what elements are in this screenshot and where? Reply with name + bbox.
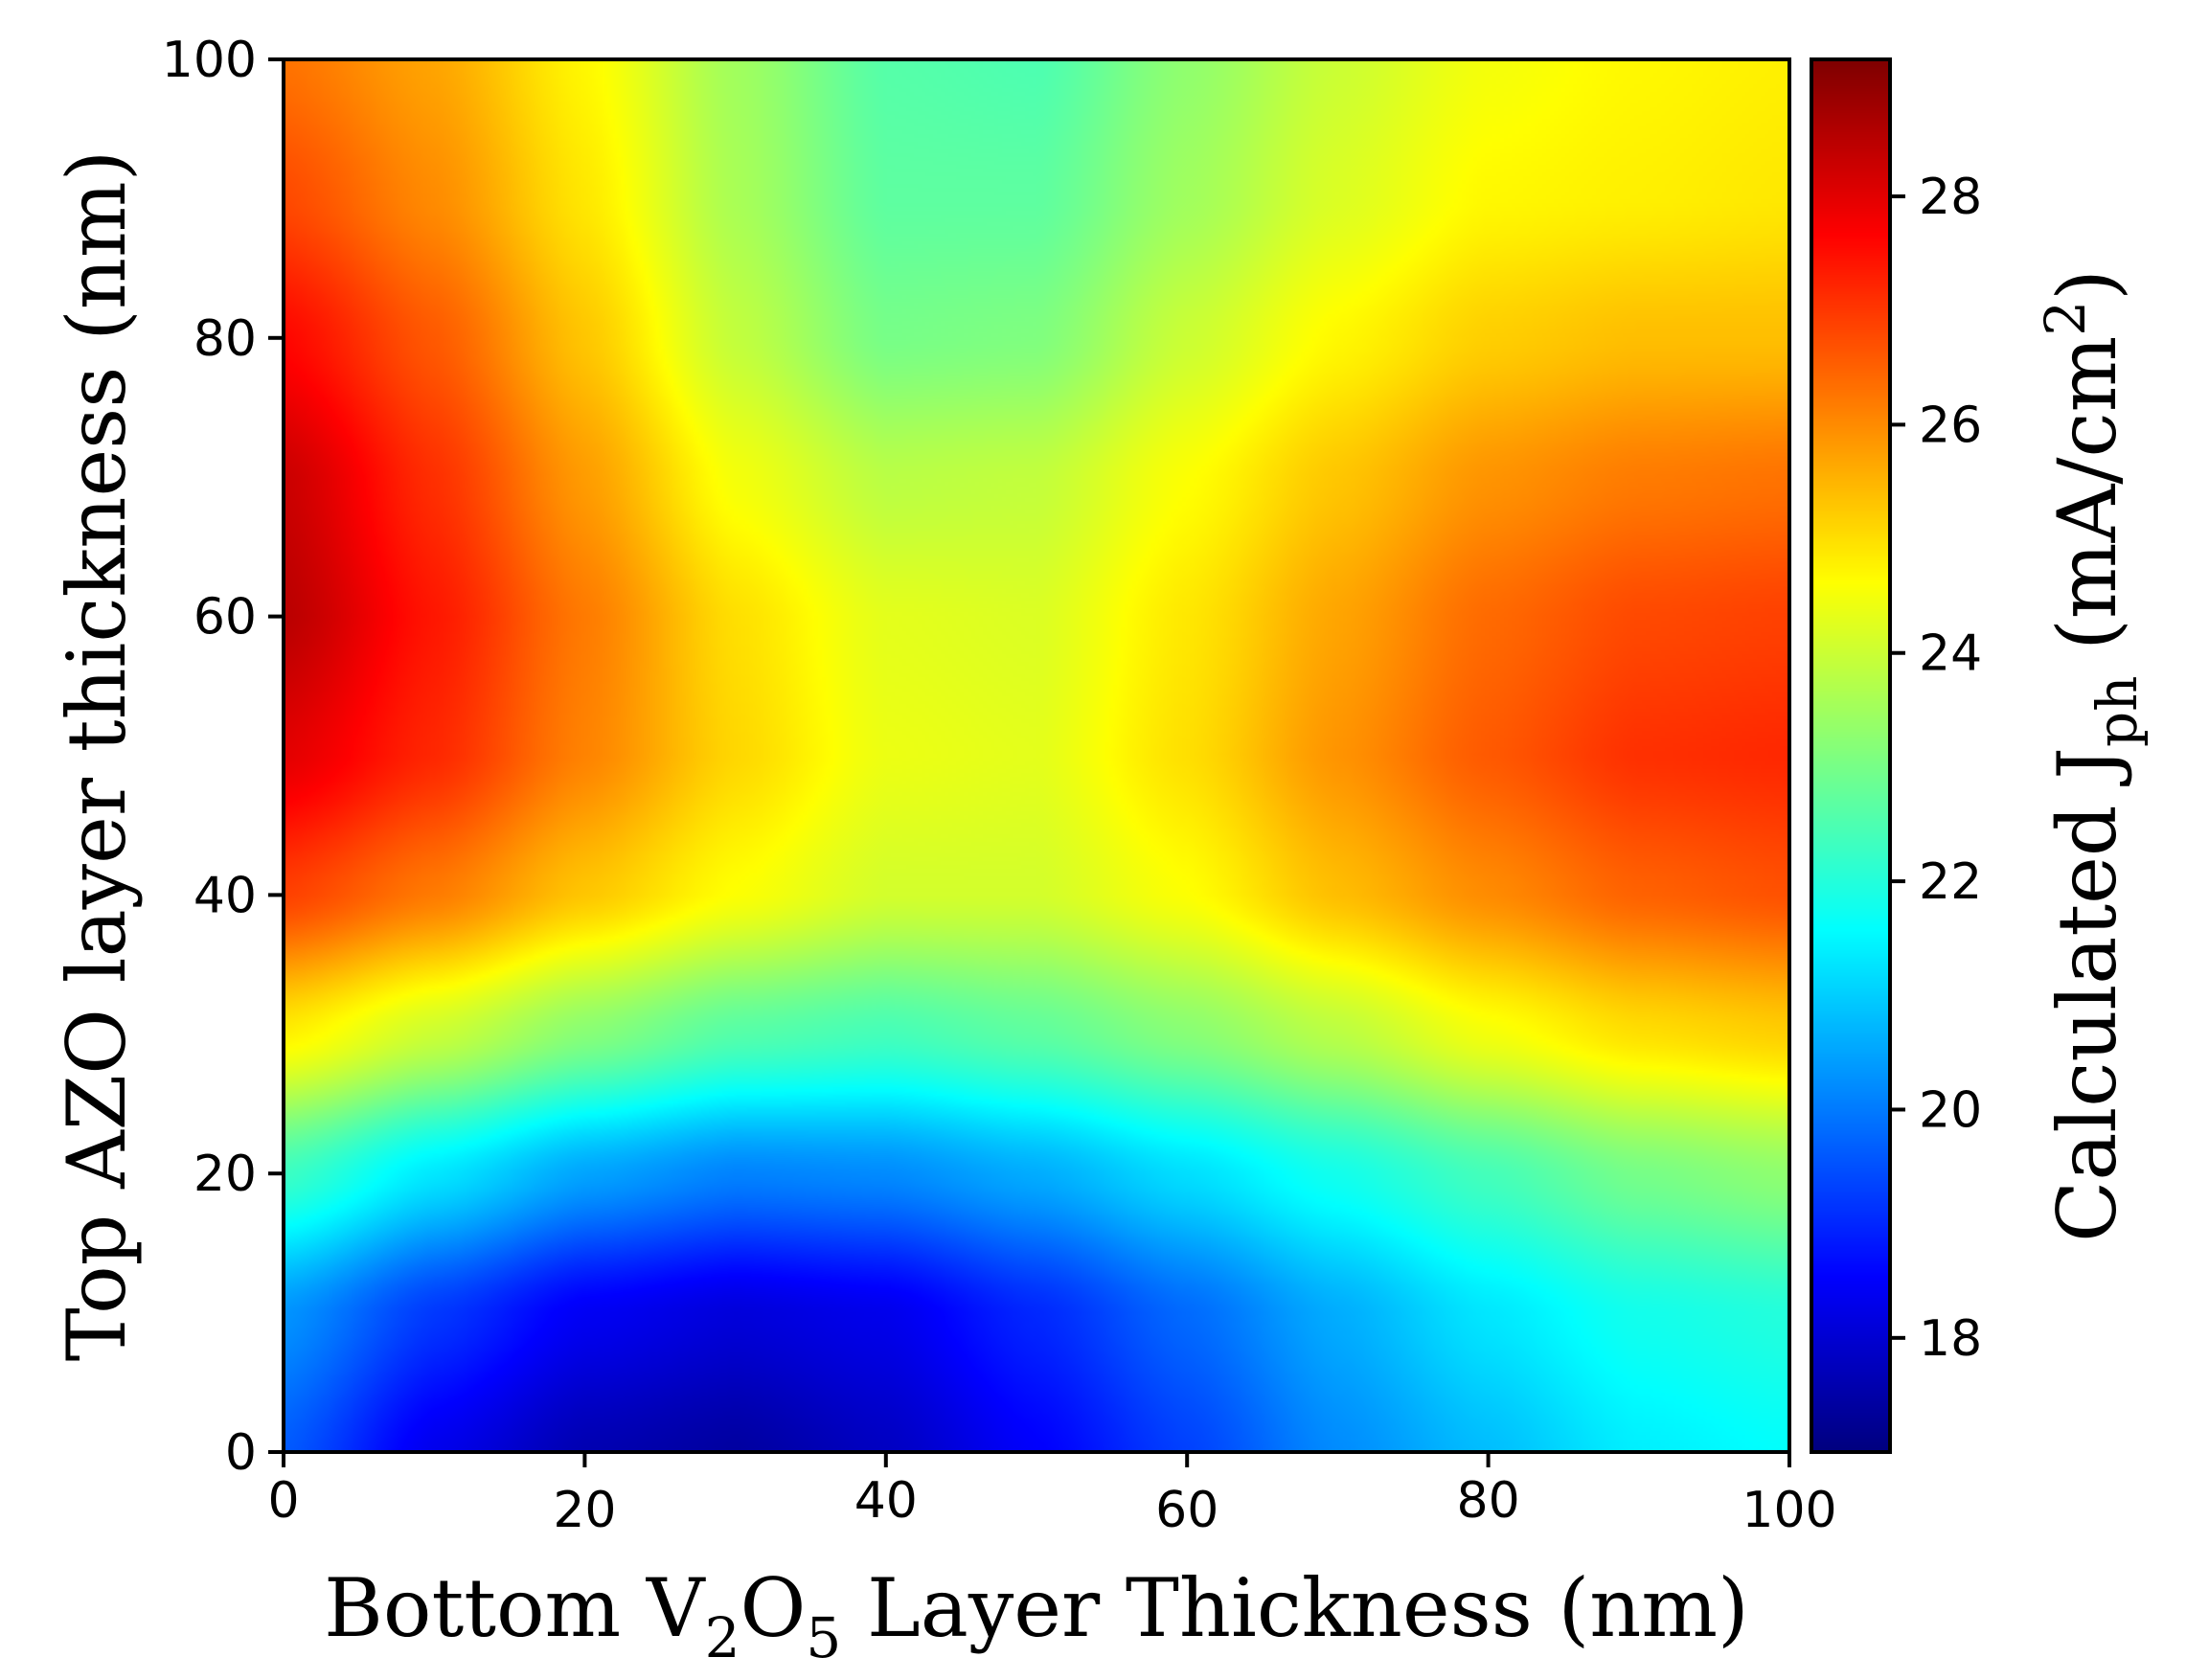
y-tick-label: 40 xyxy=(194,867,257,924)
colorbar-axis: 18 20 22 24 26 28 xyxy=(1890,169,1982,1368)
colorbar-tick-label: 24 xyxy=(1919,625,1982,683)
y-tick-label: 0 xyxy=(225,1424,257,1482)
colorbar-frame xyxy=(1810,57,1892,1454)
y-tick-label: 100 xyxy=(162,32,257,89)
x-axis: 0 20 40 60 80 100 xyxy=(267,1452,1837,1539)
y-axis: 0 20 40 60 80 100 xyxy=(162,32,284,1482)
colorbar-tick-label: 20 xyxy=(1919,1081,1982,1139)
x-tick-label: 80 xyxy=(1457,1472,1520,1530)
x-tick-label: 40 xyxy=(854,1472,918,1530)
colorbar-area xyxy=(1811,59,1890,1452)
y-tick-label: 20 xyxy=(194,1146,257,1203)
colorbar-label: Calculated Jph (mA/cm2) xyxy=(2033,269,2150,1242)
colorbar-tick-label: 26 xyxy=(1919,397,1982,454)
x-tick-label: 100 xyxy=(1742,1482,1836,1539)
x-tick-label: 0 xyxy=(267,1472,299,1530)
plot-frame xyxy=(282,57,1791,1454)
x-tick-label: 60 xyxy=(1155,1482,1218,1539)
y-tick-label: 80 xyxy=(194,310,257,368)
x-tick-label: 20 xyxy=(553,1482,616,1539)
colorbar-tick-label: 28 xyxy=(1919,169,1982,226)
colorbar-tick-label: 18 xyxy=(1919,1310,1982,1368)
x-axis-label: Bottom V2O5 Layer Thickness (nm) xyxy=(324,1561,1749,1670)
y-tick-label: 60 xyxy=(194,589,257,647)
colorbar-tick-label: 22 xyxy=(1919,853,1982,911)
heatmap-area xyxy=(284,59,1789,1452)
y-axis-label: Top AZO layer thickness (nm) xyxy=(50,150,144,1362)
